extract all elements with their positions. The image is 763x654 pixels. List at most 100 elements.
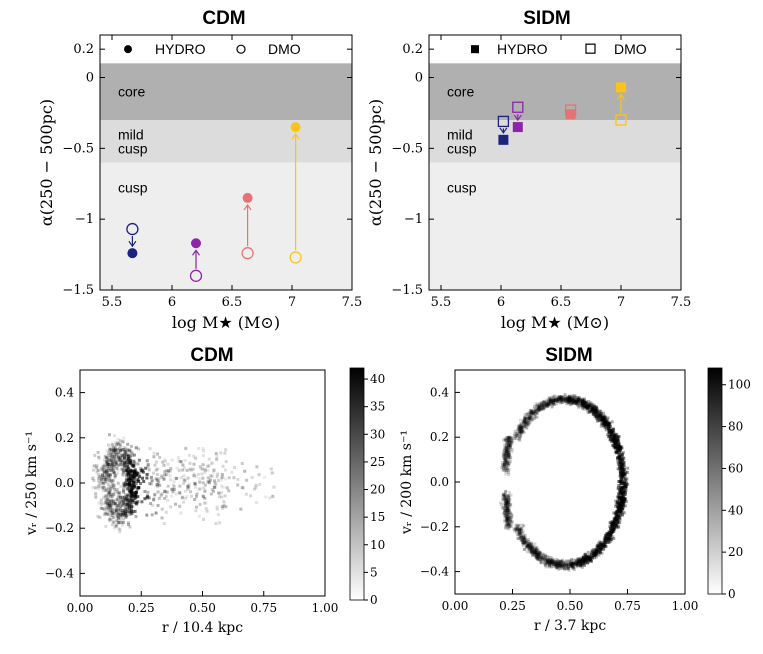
density-cell [557, 397, 561, 401]
density-cell [169, 505, 173, 509]
density-cell [615, 500, 619, 504]
density-cell [527, 547, 531, 551]
density-cell [126, 442, 130, 446]
density-cell [109, 479, 113, 483]
density-cell [110, 504, 114, 508]
density-cell [535, 551, 539, 555]
density-cell [194, 475, 198, 479]
density-cell [607, 431, 611, 435]
density-cell [141, 470, 145, 474]
density-cell [578, 558, 582, 562]
density-cell [156, 503, 160, 507]
density-cell [117, 448, 121, 452]
density-cell [123, 481, 127, 485]
density-cell [545, 404, 549, 408]
density-cell [612, 431, 616, 435]
density-cell [615, 438, 619, 442]
density-cell [132, 476, 136, 480]
density-cell [191, 467, 195, 471]
density-cell [208, 478, 212, 482]
density-cell [572, 562, 576, 566]
density-cell [130, 499, 134, 503]
density-cell [566, 564, 570, 568]
density-cell [603, 417, 607, 421]
density-cell [603, 537, 607, 541]
density-cell [107, 503, 111, 507]
density-cell [507, 450, 511, 454]
density-cell [110, 455, 114, 459]
density-cell [107, 450, 111, 454]
density-cell [528, 411, 532, 415]
sidm-slope-title: SIDM [523, 8, 571, 29]
density-cell [525, 543, 529, 547]
density-cell [116, 507, 120, 511]
density-cell [149, 475, 153, 479]
density-cell [614, 522, 618, 526]
density-cell [612, 523, 616, 527]
density-cell [185, 468, 189, 472]
density-cell [615, 501, 619, 505]
density-cell [594, 552, 598, 556]
density-cell [620, 485, 624, 489]
density-cell [571, 401, 575, 405]
density-cell [532, 410, 536, 414]
density-cell [554, 560, 558, 564]
density-cell [510, 436, 514, 440]
density-cell [617, 435, 621, 439]
density-cell [569, 396, 573, 400]
density-cell [155, 483, 159, 487]
density-cell [590, 549, 594, 553]
density-cell [118, 495, 122, 499]
density-cell [584, 404, 588, 408]
density-cell [598, 550, 602, 554]
density-cell [532, 548, 536, 552]
density-cell [92, 479, 96, 483]
density-cell [505, 517, 509, 521]
density-cell [582, 558, 586, 562]
density-cell [600, 543, 604, 547]
density-cell [577, 398, 581, 402]
density-cell [521, 538, 525, 542]
density-cell [129, 495, 133, 499]
density-cell [582, 560, 586, 564]
density-cell [119, 514, 123, 518]
density-cell [607, 422, 611, 426]
density-cell [591, 413, 595, 417]
density-cell [591, 547, 595, 551]
density-cell [567, 397, 571, 401]
density-cell [608, 533, 612, 537]
density-cell [137, 486, 141, 490]
density-cell [547, 562, 551, 566]
density-cell [575, 565, 579, 569]
density-cell [123, 452, 127, 456]
density-cell [558, 397, 562, 401]
density-cell [530, 543, 534, 547]
density-cell [179, 476, 183, 480]
density-cell [602, 543, 606, 547]
density-cell [123, 461, 127, 465]
density-cell [112, 492, 116, 496]
density-cell [117, 446, 121, 450]
density-cell [559, 563, 563, 567]
density-cell [616, 460, 620, 464]
density-cell [585, 558, 589, 562]
density-cell [506, 527, 510, 531]
density-cell [506, 444, 510, 448]
density-cell [614, 441, 618, 445]
density-cell [601, 544, 605, 548]
density-cell [536, 557, 540, 561]
density-cell [580, 565, 584, 569]
density-cell [517, 425, 521, 429]
density-cell [123, 498, 127, 502]
density-cell [506, 498, 510, 502]
density-cell [547, 403, 551, 407]
density-cell [544, 555, 548, 559]
density-cell [556, 562, 560, 566]
density-cell [109, 458, 113, 462]
density-cell [607, 537, 611, 541]
density-cell [605, 532, 609, 536]
density-cell [164, 494, 168, 498]
density-cell [129, 459, 133, 463]
density-cell [518, 534, 522, 538]
density-cell [135, 502, 139, 506]
